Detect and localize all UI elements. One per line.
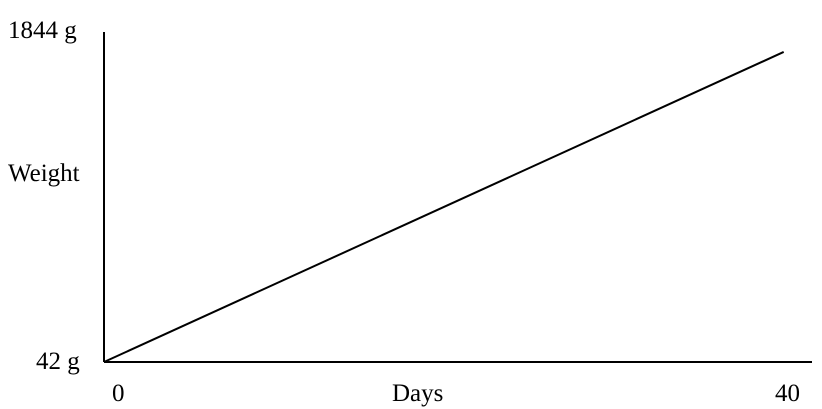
series-line [103,51,785,363]
y-axis-label: Weight [8,160,80,187]
x-axis-label: Days [392,380,443,407]
y-tick-label-max: 1844 g [8,17,77,44]
y-tick-label-min: 42 g [36,348,80,375]
x-tick-label-min: 0 [112,380,125,407]
x-tick-label-max: 40 [775,380,800,407]
